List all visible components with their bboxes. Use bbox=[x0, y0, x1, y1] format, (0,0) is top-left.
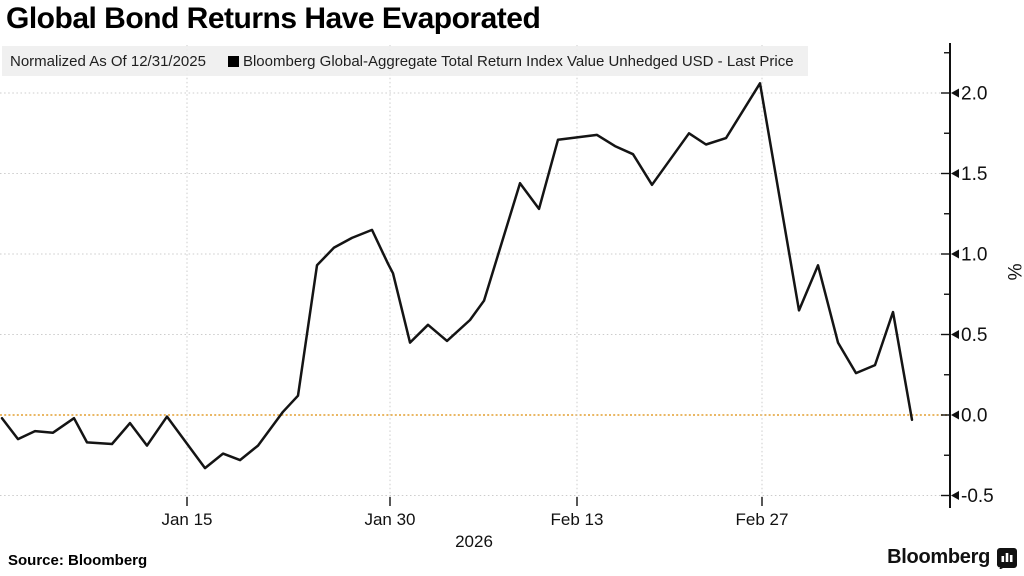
legend-swatch-icon bbox=[227, 55, 239, 67]
y-tick-arrow-icon bbox=[951, 330, 959, 339]
x-axis-label: Feb 27 bbox=[736, 510, 789, 529]
x-axis-label: Feb 13 bbox=[551, 510, 604, 529]
y-tick-arrow-icon bbox=[951, 88, 959, 98]
y-axis-label: 0.5 bbox=[961, 325, 987, 346]
y-axis-label: 1.0 bbox=[961, 245, 987, 266]
bloomberg-logo: Bloomberg bbox=[887, 546, 1018, 569]
y-axis-label: 2.0 bbox=[961, 84, 987, 105]
y-axis-label: 0.0 bbox=[961, 406, 987, 427]
bloomberg-logo-mark-icon bbox=[996, 547, 1017, 569]
y-tick-arrow-icon bbox=[951, 169, 959, 178]
series-line bbox=[0, 82, 914, 470]
chart-legend: Normalized As Of 12/31/2025 Bloomberg Gl… bbox=[2, 46, 808, 76]
legend-series-label: Bloomberg Global-Aggregate Total Return … bbox=[242, 52, 794, 70]
percent-axis-label: % bbox=[1003, 264, 1024, 281]
y-tick-arrow-icon bbox=[951, 491, 959, 500]
source-note: Source: Bloomberg bbox=[8, 552, 148, 569]
x-axis-label: Jan 30 bbox=[364, 510, 415, 529]
y-tick-arrow-icon bbox=[951, 249, 959, 259]
page-title: Global Bond Returns Have Evaporated bbox=[6, 2, 541, 35]
y-axis-label: -0.5 bbox=[961, 486, 994, 507]
legend-normalized-note: Normalized As Of 12/31/2025 bbox=[10, 52, 206, 70]
x-axis-label: Jan 15 bbox=[161, 510, 212, 529]
y-tick-arrow-icon bbox=[951, 410, 959, 420]
year-label: 2026 bbox=[455, 532, 493, 551]
bloomberg-logo-text: Bloomberg bbox=[887, 546, 990, 568]
y-axis-label: 1.5 bbox=[961, 164, 987, 185]
